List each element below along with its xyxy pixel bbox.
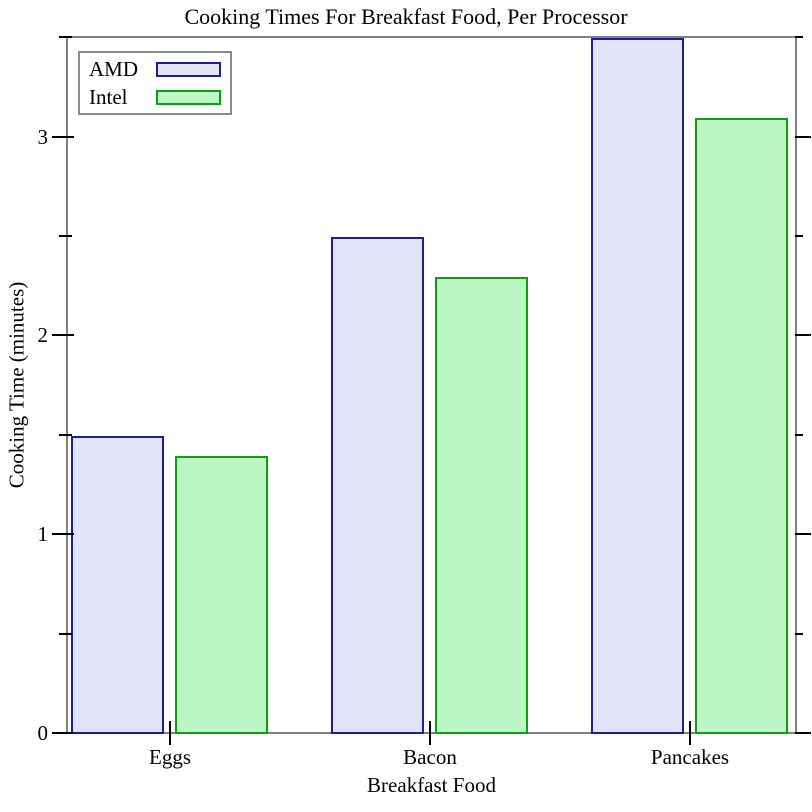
x-axis-tick <box>429 721 431 745</box>
y-axis-major-tick-left <box>52 732 74 734</box>
legend-item-intel: Intel <box>89 86 221 108</box>
bar-amd-pancakes <box>591 38 684 734</box>
x-axis-tick <box>689 721 691 745</box>
y-axis-title: Cooking Time (minutes) <box>4 281 29 489</box>
y-tick-label: 0 <box>37 721 49 745</box>
y-axis-major-tick-left <box>52 334 74 336</box>
legend-item-amd: AMD <box>89 58 221 80</box>
x-category-label: Pancakes <box>650 745 730 769</box>
legend-swatch-intel <box>156 89 221 105</box>
x-axis-tick <box>169 721 171 745</box>
bar-amd-eggs <box>71 436 164 734</box>
legend-label-intel: Intel <box>89 85 128 109</box>
bar-intel-pancakes <box>695 118 788 734</box>
y-tick-label: 2 <box>37 323 49 347</box>
y-axis-minor-tick-right <box>795 633 803 635</box>
x-axis-title: Breakfast Food <box>367 773 496 797</box>
x-category-label: Bacon <box>403 745 457 769</box>
y-tick-label: 3 <box>37 125 49 149</box>
legend-swatch-amd <box>156 61 221 77</box>
legend: AMD Intel <box>78 51 232 115</box>
legend-label-amd: AMD <box>89 57 139 81</box>
y-axis-major-tick-left <box>52 533 74 535</box>
y-axis-minor-tick-right <box>795 36 803 38</box>
bar-intel-bacon <box>435 277 528 734</box>
x-category-label: Eggs <box>149 745 191 769</box>
y-axis-minor-tick-left <box>59 633 72 635</box>
y-axis-minor-tick-left <box>59 36 72 38</box>
y-axis-major-tick-right <box>795 136 811 138</box>
bar-intel-eggs <box>175 456 268 734</box>
y-axis-major-tick-left <box>52 136 74 138</box>
y-axis-minor-tick-left <box>59 235 72 237</box>
y-axis-minor-tick-left <box>59 434 72 436</box>
y-axis-minor-tick-right <box>795 434 803 436</box>
y-axis-major-tick-right <box>795 533 811 535</box>
y-axis-major-tick-right <box>795 334 811 336</box>
y-tick-label: 1 <box>37 522 49 546</box>
y-axis-minor-tick-right <box>795 235 803 237</box>
chart-title: Cooking Times For Breakfast Food, Per Pr… <box>184 4 628 29</box>
y-axis-major-tick-right <box>795 732 811 734</box>
bar-amd-bacon <box>331 237 424 734</box>
